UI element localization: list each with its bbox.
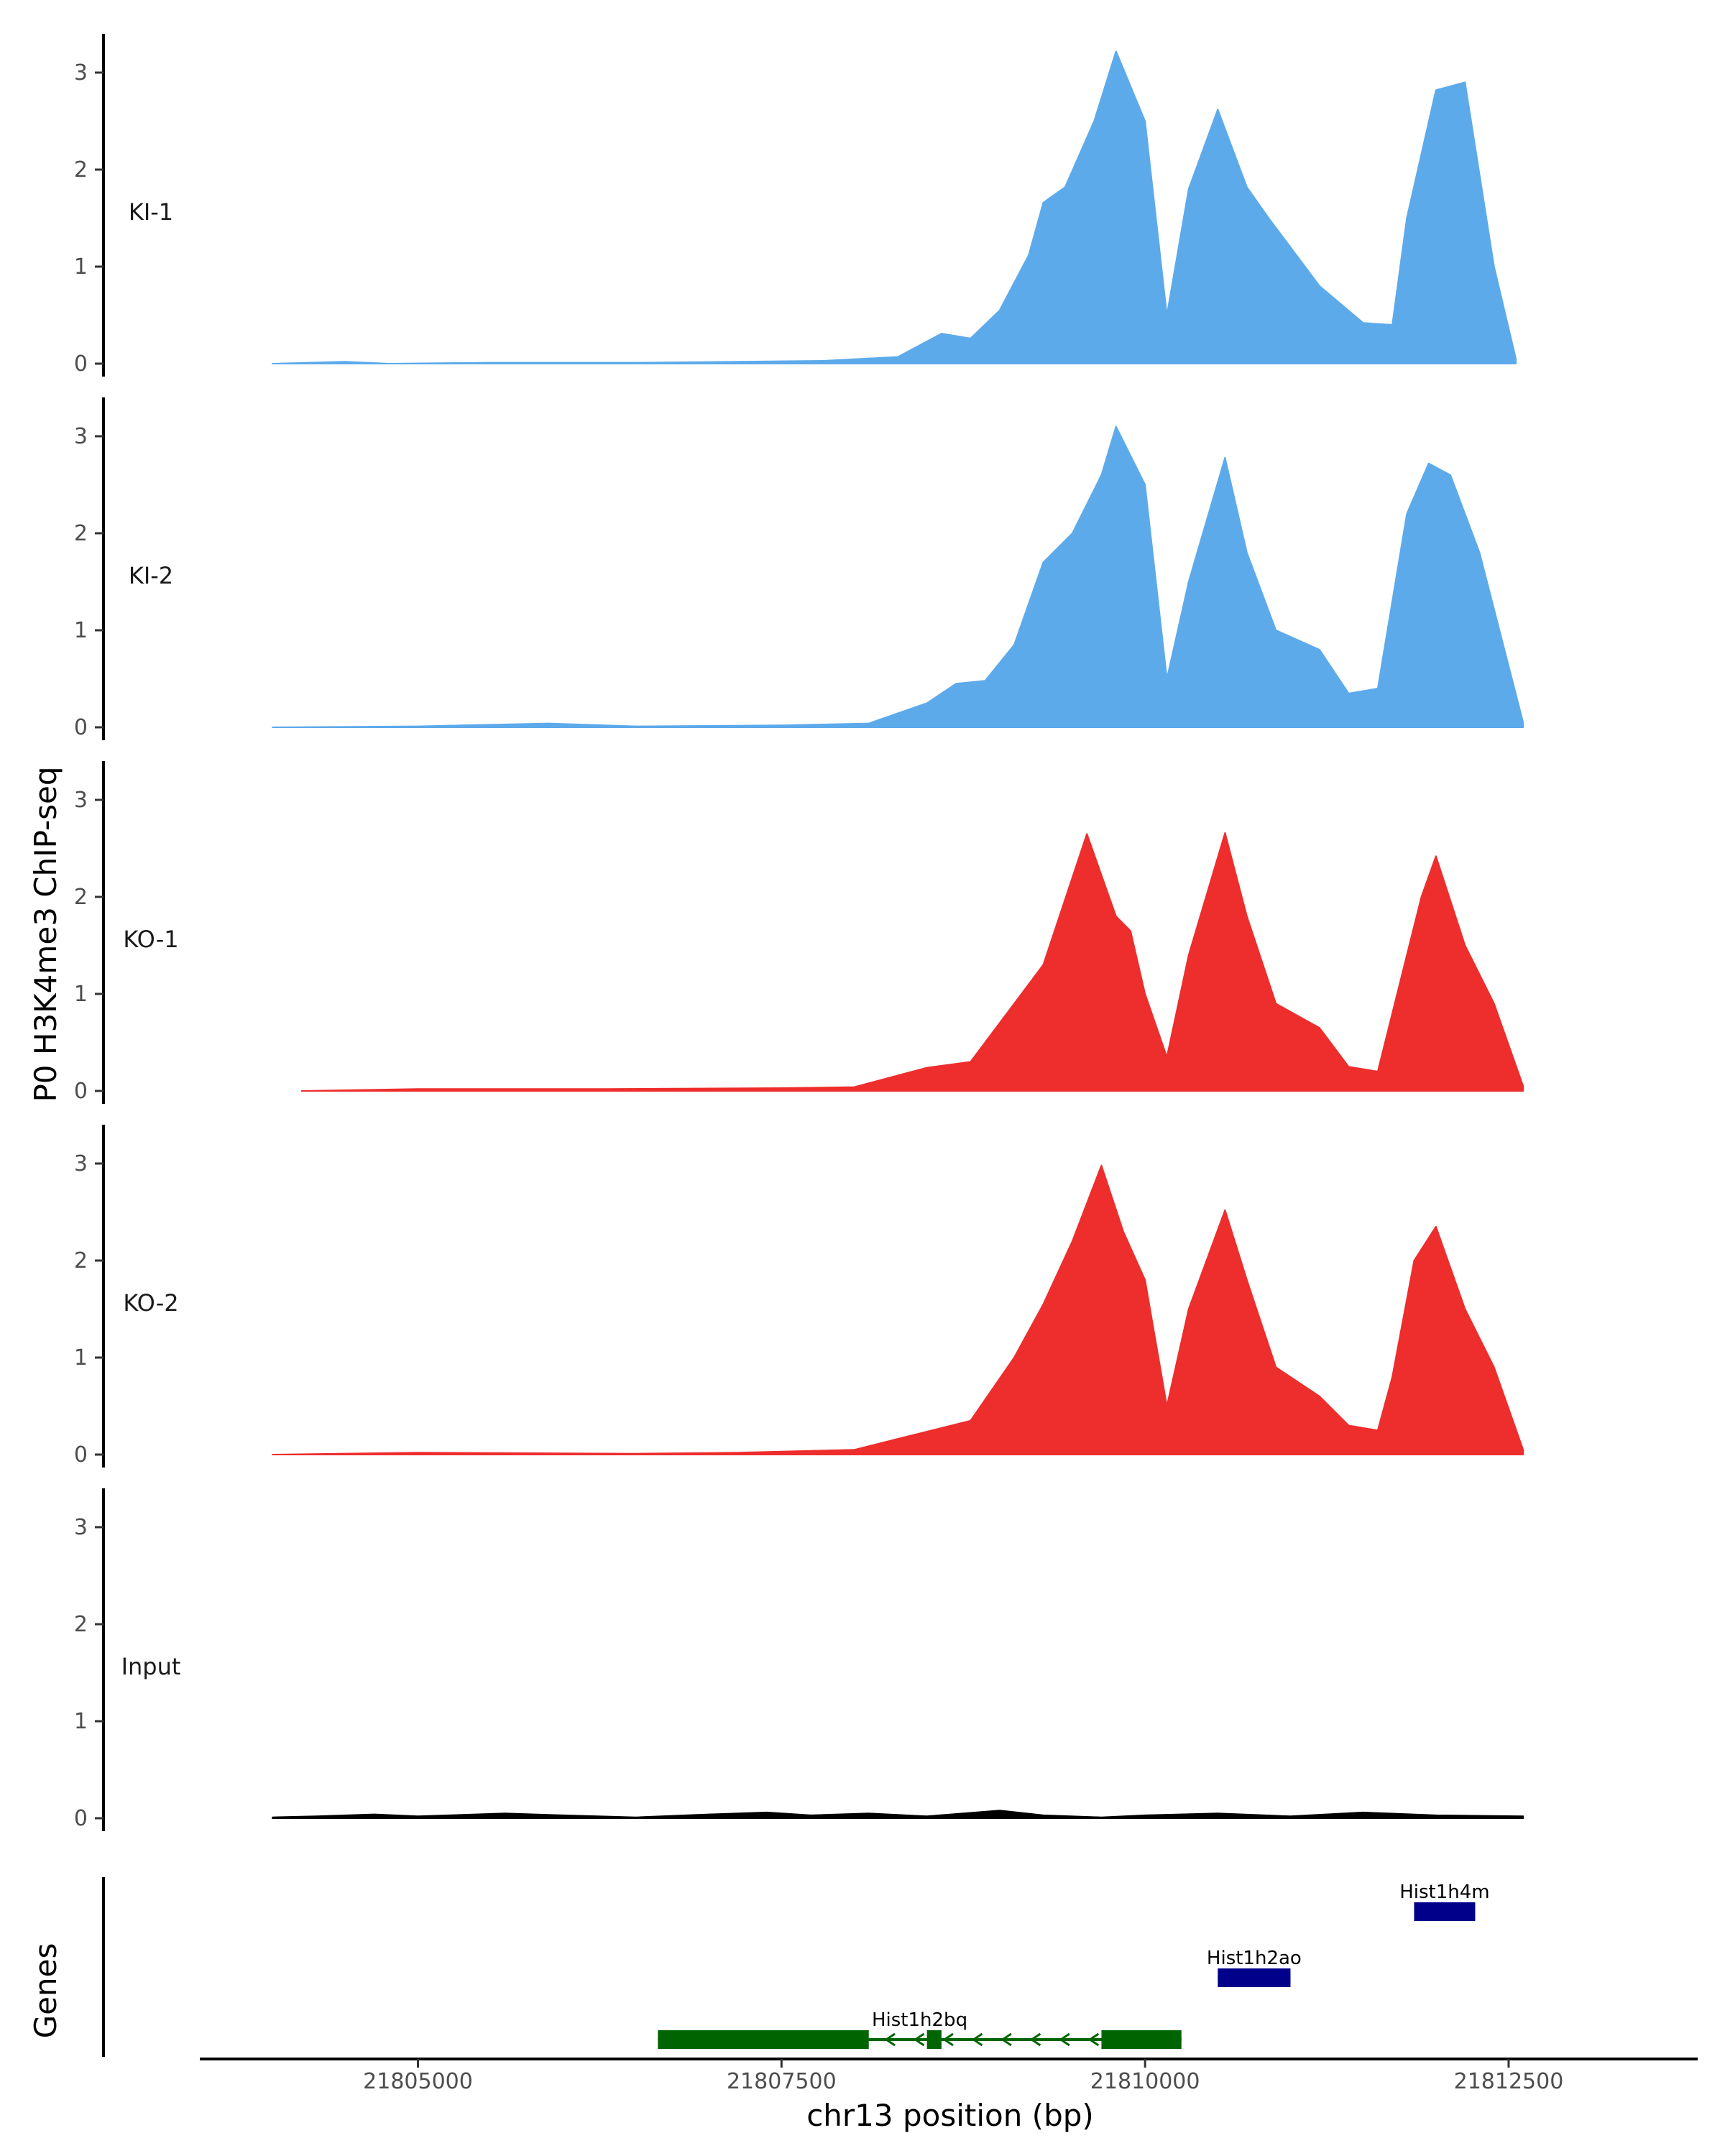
y-tick-label: 2 bbox=[74, 1248, 88, 1273]
gene-label: Hist1h2bq bbox=[872, 2009, 967, 2031]
x-axis-title: chr13 position (bp) bbox=[806, 2098, 1094, 2133]
y-tick-label: 3 bbox=[74, 424, 88, 449]
strand-arrow bbox=[971, 2032, 983, 2047]
y-tick-label: 0 bbox=[74, 351, 88, 377]
y-axis-title: P0 H3K4me3 ChIP-seq bbox=[28, 766, 63, 1102]
series-area bbox=[272, 425, 1524, 728]
y-tick-label: 2 bbox=[74, 521, 88, 546]
y-tick-label: 0 bbox=[74, 1806, 88, 1831]
y-tick-label: 0 bbox=[74, 715, 88, 740]
gene-exon bbox=[658, 2030, 869, 2049]
strand-arrow bbox=[1087, 2032, 1100, 2047]
strand-arrow bbox=[1059, 2032, 1070, 2047]
track-label: KO-1 bbox=[123, 926, 178, 953]
y-tick-label: 0 bbox=[74, 1079, 88, 1104]
tracks-group: 0 1 2 3 KI-1 0 1 2 3 KI-2 0 1 2 3 KO-1 0 1 2 3 KO-2 0 1 2 3 Inpu… bbox=[74, 34, 1524, 1831]
strand-arrow bbox=[1000, 2032, 1012, 2047]
y-tick-label: 3 bbox=[74, 60, 88, 86]
y-tick-label: 3 bbox=[74, 1515, 88, 1540]
track-ko-2: 0 1 2 3 KO-2 bbox=[74, 1125, 1524, 1468]
y-tick-label: 1 bbox=[74, 1345, 88, 1370]
x-tick-label: 21812500 bbox=[1454, 2069, 1564, 2094]
series-area bbox=[300, 831, 1524, 1092]
strand-arrow bbox=[739, 2032, 750, 2047]
series-area bbox=[272, 1164, 1524, 1455]
gene-exon bbox=[1414, 1902, 1476, 1921]
gene-exon bbox=[1218, 1968, 1291, 1987]
strand-arrow bbox=[709, 2032, 722, 2047]
y-tick-label: 1 bbox=[74, 618, 88, 643]
series-area bbox=[272, 50, 1517, 364]
genes-panel-label: Genes bbox=[28, 1943, 63, 2039]
strand-arrow bbox=[884, 2032, 896, 2047]
strand-arrow bbox=[1249, 1971, 1261, 1985]
x-tick-label: 21810000 bbox=[1090, 2069, 1200, 2094]
strand-arrow bbox=[1029, 2032, 1041, 2047]
track-ki-1: 0 1 2 3 KI-1 bbox=[74, 34, 1517, 377]
y-tick-label: 1 bbox=[74, 254, 88, 280]
gene-exon bbox=[926, 2030, 942, 2049]
y-tick-label: 0 bbox=[74, 1442, 88, 1468]
track-ko-1: 0 1 2 3 KO-1 bbox=[74, 761, 1524, 1104]
strand-arrow bbox=[942, 2032, 954, 2047]
strand-arrow bbox=[796, 2032, 809, 2047]
track-ki-2: 0 1 2 3 KI-2 bbox=[74, 397, 1524, 740]
x-tick-label: 21805000 bbox=[363, 2069, 473, 2094]
track-input: 0 1 2 3 Input bbox=[74, 1488, 1524, 1831]
gene-hist1h2ao: Hist1h2ao bbox=[1207, 1948, 1302, 1987]
y-tick-label: 2 bbox=[74, 157, 88, 183]
series-area bbox=[272, 1810, 1524, 1819]
x-tick-label: 21807500 bbox=[727, 2069, 837, 2094]
strand-arrow bbox=[855, 2032, 867, 2047]
x-axis: 21805000 21807500 21810000 21812500 bbox=[200, 2058, 1698, 2094]
track-label: KO-2 bbox=[123, 1289, 178, 1317]
strand-arrow bbox=[1146, 2032, 1158, 2047]
gene-hist1h4m: Hist1h4m bbox=[1399, 1881, 1490, 1921]
gene-exon bbox=[1101, 2030, 1182, 2049]
strand-arrow bbox=[768, 2032, 780, 2047]
track-label: KI-1 bbox=[129, 198, 173, 226]
genes-panel: Hist1h2bq Hist1h2ao Hist1h4m bbox=[102, 1877, 1490, 2057]
strand-arrow bbox=[681, 2032, 692, 2047]
y-tick-label: 2 bbox=[74, 885, 88, 910]
strand-arrow bbox=[826, 2032, 837, 2047]
track-label: KI-2 bbox=[129, 562, 173, 589]
gene-label: Hist1h4m bbox=[1399, 1881, 1489, 1903]
gene-hist1h2bq: Hist1h2bq bbox=[658, 2009, 1182, 2049]
y-tick-label: 3 bbox=[74, 788, 88, 813]
y-tick-label: 3 bbox=[74, 1151, 88, 1176]
track-label: Input bbox=[121, 1653, 181, 1680]
strand-arrow bbox=[913, 2032, 925, 2047]
y-tick-label: 2 bbox=[74, 1612, 88, 1637]
strand-arrow bbox=[1117, 2032, 1128, 2047]
y-tick-label: 1 bbox=[74, 982, 88, 1007]
gene-label: Hist1h2ao bbox=[1207, 1948, 1302, 1969]
strand-arrow bbox=[1440, 1904, 1451, 1919]
y-tick-label: 1 bbox=[74, 1709, 88, 1734]
